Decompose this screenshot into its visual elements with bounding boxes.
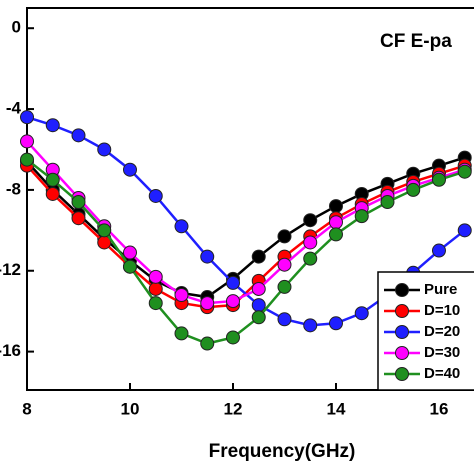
legend-marker [395,283,409,297]
legend-label: D=20 [424,323,460,340]
data-point [200,249,215,264]
data-point [174,326,189,341]
data-point [71,128,86,143]
data-point [251,310,266,325]
legend-marker [395,367,409,381]
chart-title: CF E-pa [380,31,452,52]
data-point [303,235,318,250]
legend-marker [395,346,409,360]
data-point [354,306,369,321]
data-point [225,330,240,345]
data-point [174,288,189,303]
data-point [71,195,86,210]
data-point [20,110,34,125]
data-point [457,164,472,179]
x-tick-label: 16 [430,399,449,418]
legend-label: D=30 [424,344,460,361]
data-point [328,227,343,242]
data-point [431,172,446,187]
data-point [174,219,189,234]
y-tick-label: 0 [12,18,21,37]
data-point [200,296,215,311]
data-point [97,142,112,157]
data-point [328,199,343,214]
data-point [277,257,292,272]
data-point [148,269,163,284]
data-point [277,312,292,327]
x-tick-label: 14 [327,399,346,418]
data-point [277,229,292,244]
plot-frame [26,7,474,391]
legend-marker [395,325,409,339]
legend-label: D=10 [424,302,460,319]
data-point [20,152,34,167]
x-tick-label: 8 [22,399,31,418]
y-tick-label: -4 [6,99,22,118]
legend-label: D=40 [424,365,460,382]
data-point [277,279,292,294]
x-tick-label: 12 [224,399,243,418]
data-point [97,223,112,238]
data-point [148,296,163,311]
y-tick-label: -16 [0,341,21,360]
data-point [122,162,137,177]
data-point [303,318,318,333]
data-point [20,134,34,149]
data-point [122,259,137,274]
data-point [431,243,446,258]
data-point [200,336,215,351]
x-tick-label: 10 [121,399,140,418]
data-point [328,316,343,331]
data-point [303,213,318,228]
data-point [354,209,369,224]
data-point [148,281,163,296]
data-point [148,188,163,203]
y-tick-label: -8 [6,179,21,198]
data-point [406,182,421,197]
data-point [225,275,240,290]
data-point [251,298,266,313]
data-point [303,251,318,266]
data-point [380,195,395,210]
data-point [45,118,60,133]
data-point [45,186,60,201]
data-point [225,294,240,309]
y-tick-label: -12 [0,260,21,279]
data-point [122,245,137,260]
legend-marker [395,304,409,318]
data-point [328,215,343,230]
legend-label: Pure [424,281,457,298]
data-point [45,172,60,187]
data-point [457,223,472,238]
x-axis-label: Frequency(GHz) [209,441,356,462]
data-point [251,249,266,264]
data-point [71,211,86,226]
data-point [251,281,266,296]
